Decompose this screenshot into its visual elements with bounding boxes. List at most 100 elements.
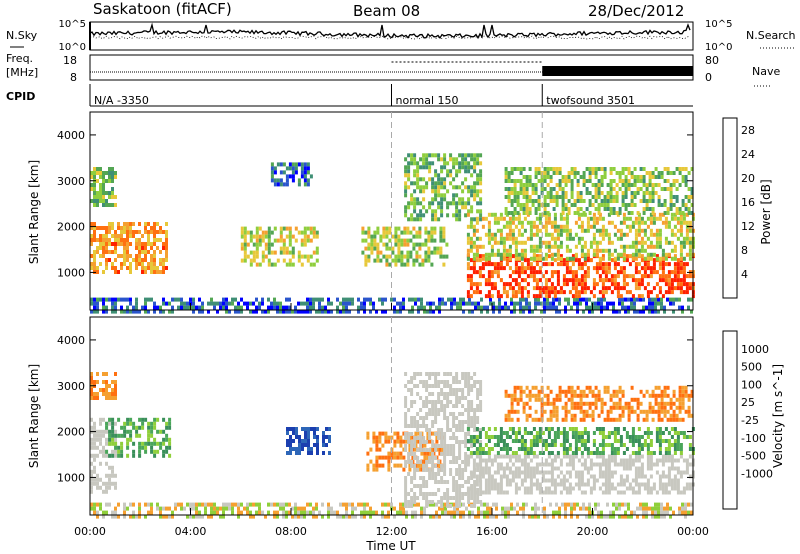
heatmap-cell [90, 309, 93, 314]
heatmap-cell [538, 278, 542, 283]
heatmap-cell [213, 502, 216, 507]
heatmap-cell [651, 389, 655, 394]
heatmap-cell [522, 409, 526, 414]
heatmap-cell [469, 278, 473, 283]
heatmap-cell [484, 478, 488, 483]
heatmap-cell [165, 234, 168, 238]
heatmap-cell [153, 449, 157, 454]
heatmap-cell [434, 492, 438, 496]
heatmap-cell [300, 170, 304, 175]
heatmap-cell [376, 230, 380, 235]
heatmap-cell [568, 482, 572, 487]
heatmap-cell [591, 389, 595, 394]
heatmap-cell [514, 248, 518, 253]
heatmap-cell [525, 207, 529, 211]
heatmap-cell [603, 417, 607, 422]
heatmap-cell [588, 385, 592, 390]
heatmap-cell [525, 199, 529, 203]
heatmap-cell [498, 309, 501, 314]
heatmap-cell [276, 178, 280, 183]
heatmap-cell [473, 408, 477, 412]
heatmap-cell [522, 401, 526, 406]
heatmap-cell [502, 286, 506, 291]
heatmap-cell [108, 230, 111, 234]
heatmap-cell [561, 389, 565, 394]
heatmap-cell [600, 401, 604, 406]
heatmap-cell [601, 216, 605, 221]
heatmap-cell [162, 309, 165, 314]
heatmap-cell [487, 232, 491, 237]
heatmap-cell [634, 478, 638, 483]
heatmap-cell [514, 278, 518, 283]
heatmap-cell [153, 242, 156, 246]
heatmap-cell [531, 309, 534, 314]
heatmap-cell [651, 199, 655, 203]
heatmap-cell [682, 486, 686, 491]
heatmap-cell [123, 433, 127, 438]
heatmap-cell [452, 392, 456, 396]
heatmap-cell [466, 240, 470, 245]
heatmap-cell [440, 480, 444, 484]
heatmap-cell [431, 464, 435, 468]
heatmap-cell [484, 466, 488, 471]
heatmap-cell [447, 510, 450, 515]
heatmap-cell [513, 385, 517, 390]
heatmap-cell [411, 510, 414, 515]
heatmap-cell [413, 173, 417, 178]
heatmap-cell [672, 309, 675, 314]
heatmap-cell [414, 297, 417, 302]
heatmap-cell [434, 432, 438, 436]
heatmap-cell [279, 309, 282, 314]
heatmap-cell [523, 458, 527, 463]
heatmap-cell [428, 492, 432, 496]
heatmap-cell [421, 258, 425, 263]
heatmap-cell [461, 492, 465, 496]
heatmap-cell [634, 482, 638, 487]
heatmap-cell [446, 424, 450, 428]
heatmap-cell [577, 216, 581, 221]
heatmap-cell [458, 388, 462, 392]
heatmap-cell [394, 262, 398, 267]
heatmap-cell [570, 389, 574, 394]
heatmap-cell [443, 436, 447, 440]
heatmap-cell [479, 408, 483, 412]
heatmap-cell [645, 183, 649, 187]
heatmap-cell [477, 510, 480, 515]
heatmap-cell [517, 286, 521, 291]
heatmap-cell [93, 465, 96, 470]
heatmap-cell [434, 408, 438, 412]
heatmap-cell [464, 456, 468, 460]
heatmap-cell [273, 502, 276, 507]
heatmap-cell [153, 230, 156, 234]
heatmap-cell [655, 232, 659, 237]
heatmap-cell [505, 236, 509, 241]
heatmap-cell [561, 191, 565, 195]
heatmap-cell [511, 294, 515, 299]
heatmap-cell [440, 404, 444, 408]
heatmap-cell [150, 506, 153, 511]
heatmap-cell [529, 236, 533, 241]
heatmap-cell [547, 232, 551, 237]
heatmap-cell [553, 220, 557, 225]
heatmap-cell [564, 405, 568, 410]
heatmap-cell [658, 244, 662, 249]
heatmap-cell [607, 270, 611, 275]
heatmap-cell [288, 166, 292, 171]
heatmap-cell [449, 372, 453, 376]
heatmap-cell [604, 278, 608, 283]
heatmap-cell [570, 183, 574, 187]
heatmap-cell [684, 514, 687, 519]
heatmap-cell [213, 305, 216, 310]
heatmap-cell [520, 286, 524, 291]
heatmap-cell [117, 433, 121, 438]
heatmap-cell [657, 301, 660, 306]
heatmap-cell [511, 290, 515, 295]
heatmap-cell [685, 274, 689, 279]
heatmap-cell [276, 162, 280, 167]
heatmap-cell [555, 199, 559, 203]
heatmap-cell [423, 309, 426, 314]
heatmap-cell [535, 454, 539, 459]
heatmap-cell [625, 258, 629, 263]
heatmap-cell [192, 514, 195, 519]
